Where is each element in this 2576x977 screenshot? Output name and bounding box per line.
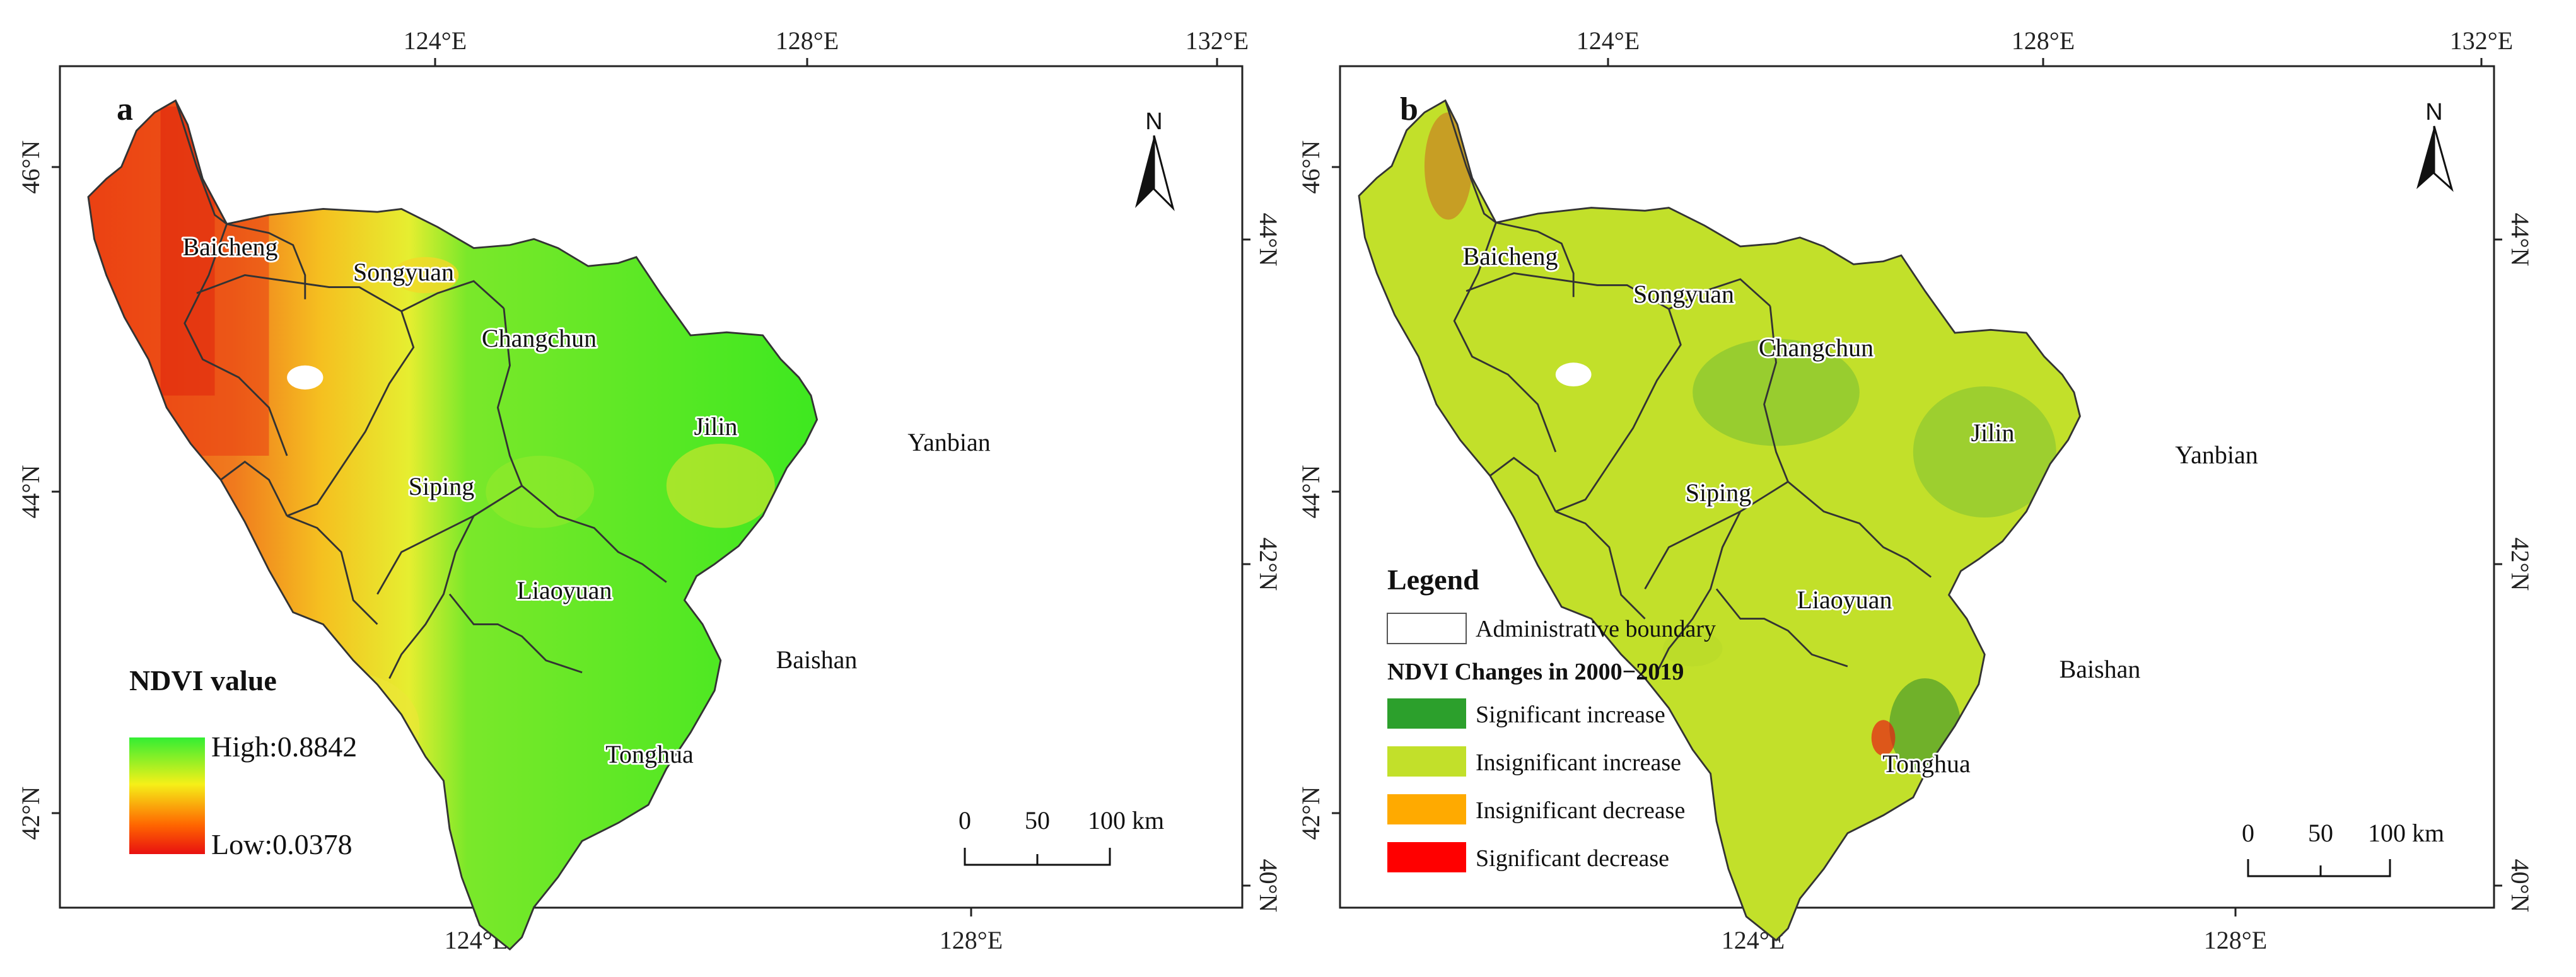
region-label-yanbian: Yanbian xyxy=(907,428,991,456)
panel-b-bottom-ticks: 124°E 128°E xyxy=(1722,908,2267,954)
panel-a-top-tick: 128°E xyxy=(776,26,839,55)
region-label-baicheng: Baicheng xyxy=(182,233,277,261)
boundary-swatch xyxy=(1387,613,1467,644)
panel-b-right-tick: 42°N xyxy=(2506,538,2534,591)
panel-a-left-tick: 44°N xyxy=(16,465,45,519)
panel-b-right-tick: 44°N xyxy=(2506,213,2534,267)
scale-label: 50 xyxy=(2308,819,2333,847)
panel-b-left-tick: 44°N xyxy=(1297,465,1325,519)
region-label-yanbian: Yanbian xyxy=(2175,441,2258,469)
panel-a-boundaries xyxy=(87,100,818,951)
panel-b-left-tick: 42°N xyxy=(1297,787,1325,840)
legend-item-label: Significant increase xyxy=(1476,702,1665,728)
region-label-changchun: Changchun xyxy=(1759,333,1874,362)
panel-a-top-tick: 124°E xyxy=(404,26,467,55)
panel-b-bottom-tick: 128°E xyxy=(2204,926,2267,954)
panel-a-scale-bar: 0 50 100 km xyxy=(959,806,1164,866)
boundary-label: Administrative boundary xyxy=(1476,616,1716,642)
legend-swatch xyxy=(1387,794,1466,824)
panel-b-trend-map: 124°E 128°E 132°E 124°E 128°E 46°N 44°N … xyxy=(1297,26,2534,954)
panel-b-left-ticks: 46°N 44°N 42°N xyxy=(1297,141,1340,840)
panel-b-scale-bar: 0 50 100 km xyxy=(2242,819,2444,877)
legend-swatch xyxy=(1387,842,1466,872)
panel-b-top-tick: 128°E xyxy=(2012,26,2075,55)
region-label-changchun: Changchun xyxy=(482,324,597,352)
panel-a-legend-low: Low:0.0378 xyxy=(211,828,353,860)
legend-item-label: Insignificant decrease xyxy=(1476,797,1685,824)
region-label-liaoyuan: Liaoyuan xyxy=(1797,586,1892,614)
ndvi-color-ramp xyxy=(129,737,205,854)
panel-b-legend-subtitle: NDVI Changes in 2000−2019 xyxy=(1387,659,1684,685)
panel-b-texture xyxy=(1424,112,2056,774)
legend-swatch xyxy=(1387,746,1466,777)
panel-a-top-ticks: 124°E 128°E 132°E xyxy=(404,26,1249,66)
panel-a-right-tick: 42°N xyxy=(1254,538,1283,591)
panel-a-bottom-tick: 128°E xyxy=(940,926,1003,954)
region-label-tonghua: Tonghua xyxy=(1882,749,1971,778)
region-label-songyuan: Songyuan xyxy=(1633,280,1734,308)
region-label-jilin: Jilin xyxy=(694,412,738,441)
panel-a-right-tick: 40°N xyxy=(1254,859,1283,913)
panel-b-top-tick: 132°E xyxy=(2450,26,2513,55)
panel-b-province-map xyxy=(1358,100,2081,942)
panel-a-legend-high: High:0.8842 xyxy=(211,731,357,763)
region-label-jilin: Jilin xyxy=(1971,419,2015,447)
panel-b-north-arrow: N xyxy=(2416,99,2454,192)
panel-b-legend: Legend Administrative boundary NDVI Chan… xyxy=(1387,564,1716,872)
north-arrow-icon xyxy=(1135,136,1154,208)
panel-a-ndvi-map: 124°E 128°E 132°E 124°E 128°E 46°N 44°N … xyxy=(16,26,1283,954)
region-label-siping: Siping xyxy=(409,472,474,500)
panel-b-top-tick: 124°E xyxy=(1576,26,1640,55)
panel-a-letter: a xyxy=(117,91,133,127)
region-label-siping: Siping xyxy=(1686,478,1751,507)
panel-b-region-labels: Baicheng Songyuan Changchun Jilin Yanbia… xyxy=(1460,240,2259,780)
region-label-liaoyuan: Liaoyuan xyxy=(516,576,612,604)
north-label: N xyxy=(2425,99,2442,125)
panel-a-legend: NDVI value High:0.8842 Low:0.0378 xyxy=(129,664,357,860)
region-label-songyuan: Songyuan xyxy=(353,258,454,286)
legend-item-label: Insignificant increase xyxy=(1476,749,1681,776)
panel-b-left-tick: 46°N xyxy=(1297,141,1325,194)
legend-swatch xyxy=(1387,698,1466,729)
panel-a-bottom-ticks: 124°E 128°E xyxy=(445,908,1003,954)
legend-item-label: Significant decrease xyxy=(1476,845,1669,872)
scale-label: 100 km xyxy=(2368,819,2444,847)
region-label-tonghua: Tonghua xyxy=(605,740,694,768)
panel-b-legend-title: Legend xyxy=(1387,564,1479,596)
region-label-baicheng: Baicheng xyxy=(1462,242,1558,270)
north-arrow-icon xyxy=(2416,126,2434,189)
panel-b-top-ticks: 124°E 128°E 132°E xyxy=(1576,26,2513,66)
panel-b-legend-items: Significant increase Insignificant increa… xyxy=(1387,698,1685,872)
panel-a-right-tick: 44°N xyxy=(1254,213,1283,267)
scale-label: 50 xyxy=(1025,806,1050,835)
north-label: N xyxy=(1145,108,1162,135)
region-label-baishan: Baishan xyxy=(2060,655,2141,683)
panel-a-north-arrow: N xyxy=(1135,108,1175,211)
panel-b-right-ticks: 44°N 42°N 40°N xyxy=(2494,213,2534,913)
panel-a-left-tick: 42°N xyxy=(16,787,45,840)
panel-b-boundaries xyxy=(1358,100,2081,942)
panel-b-right-tick: 40°N xyxy=(2506,859,2534,913)
panel-a-left-tick: 46°N xyxy=(16,141,45,194)
panel-a-region-labels: Baicheng Songyuan Changchun Jilin Yanbia… xyxy=(180,231,992,770)
panel-a-right-ticks: 44°N 42°N 40°N xyxy=(1242,213,1283,913)
panel-a-legend-title: NDVI value xyxy=(129,664,277,697)
region-label-baishan: Baishan xyxy=(776,645,858,674)
scale-label: 100 km xyxy=(1088,806,1164,835)
panel-a-top-tick: 132°E xyxy=(1186,26,1249,55)
scale-label: 0 xyxy=(2242,819,2254,847)
scale-label: 0 xyxy=(959,806,971,835)
panel-a-left-ticks: 46°N 44°N 42°N xyxy=(16,141,60,840)
